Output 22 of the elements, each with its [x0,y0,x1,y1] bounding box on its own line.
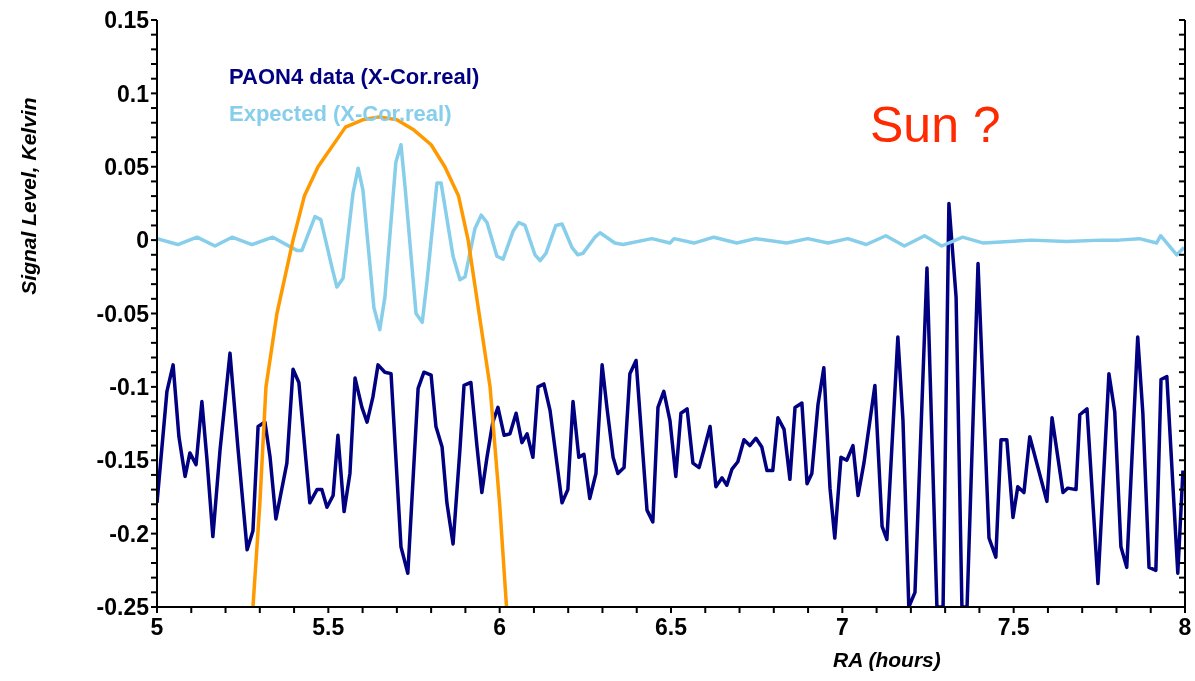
y-tick-label: -0.05 [96,300,150,327]
x-tick-label: 7 [835,614,849,641]
text: Expected (X-Cor.real) [229,100,453,128]
y-tick-label: -0.25 [96,594,150,621]
y-tick-label: 0.1 [117,80,150,107]
x-tick-label: 8 [1178,614,1192,641]
annotation: Sun ? [870,96,1001,154]
y-tick-label: 0 [136,227,149,254]
line-series [157,142,1185,332]
y-tick-label: 0.15 [104,7,150,34]
x-tick-label: 6 [493,614,507,641]
text: PAON4 data (X-Cor.real) [229,63,480,91]
x-axis-title: RA (hours) [833,648,941,671]
y-tick-label: -0.15 [96,447,150,474]
x-tick-label: 5 [150,614,164,641]
x-tick-label: 7.5 [997,614,1030,641]
y-axis-title: Signal Level, Kelvin [17,97,40,295]
y-tick-label: -0.1 [109,374,150,401]
x-tick-label: 5.5 [312,614,345,641]
y-tick-label: -0.2 [109,520,149,547]
y-tick-label: 0.05 [104,153,150,180]
x-tick-label: 6.5 [655,614,688,641]
